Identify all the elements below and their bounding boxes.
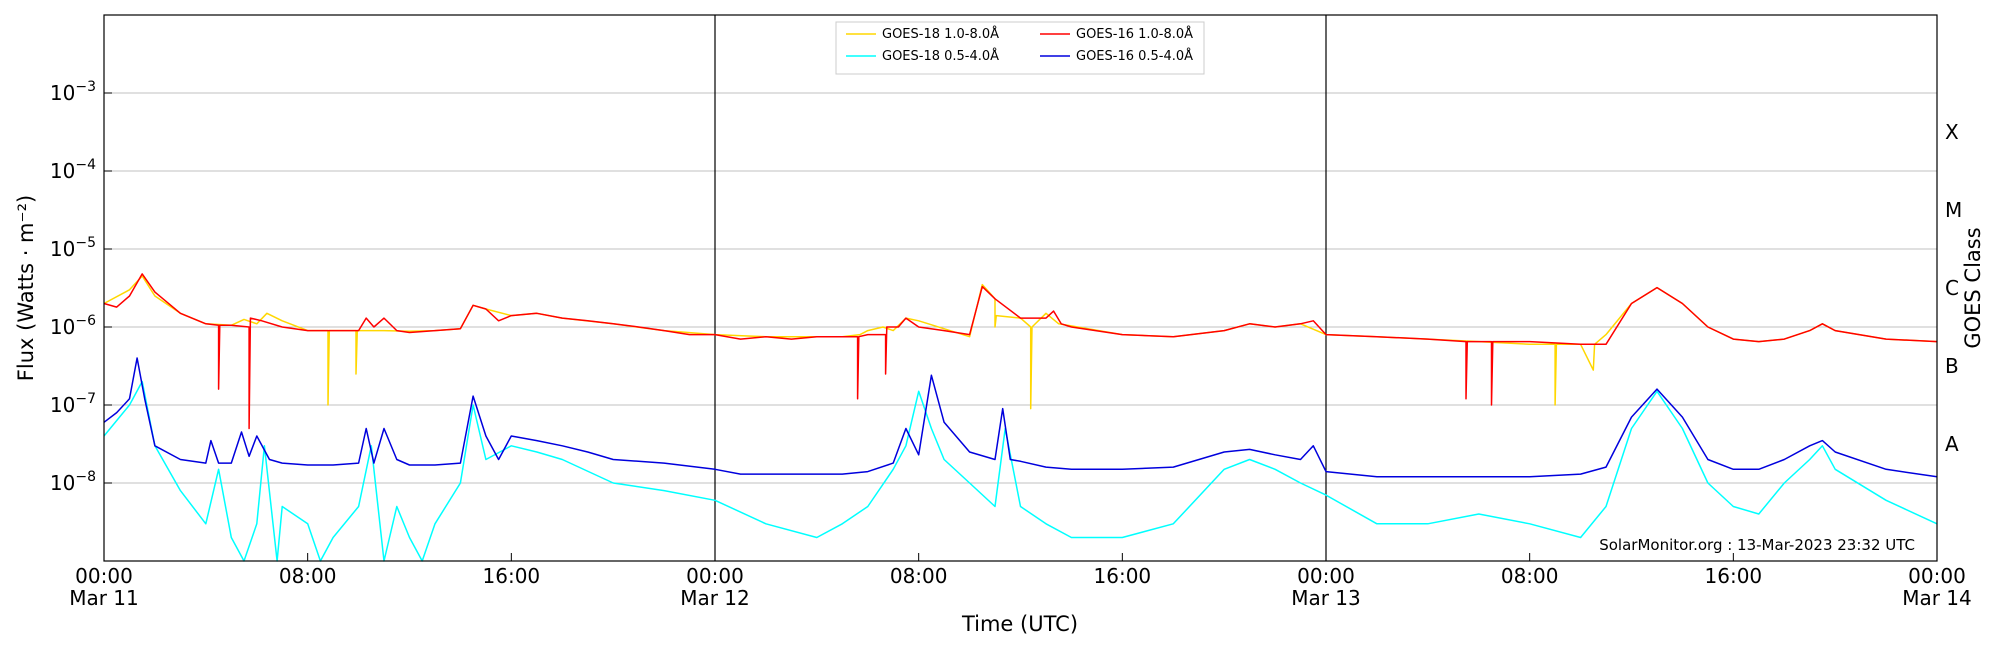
x-tick-label-time: 08:00 bbox=[1501, 564, 1559, 588]
x-tick-label-time: 00:00 bbox=[1908, 564, 1966, 588]
legend-label: GOES-18 1.0-8.0Å bbox=[882, 26, 999, 42]
goes-class-label: A bbox=[1945, 432, 1959, 456]
y-axis-ticks: 10−8 10−7 10−6 10−5 10−4 10−3 bbox=[50, 79, 112, 495]
y-tick-label: 10−5 bbox=[50, 235, 96, 261]
y-axis-title: Flux (Watts · m⁻²) bbox=[14, 195, 38, 381]
grid-lines bbox=[104, 92, 1937, 484]
x-tick-label-time: 00:00 bbox=[1297, 564, 1355, 588]
x-tick-label-time: 08:00 bbox=[890, 564, 948, 588]
series-line bbox=[103, 273, 1938, 430]
y-tick-label: 10−4 bbox=[50, 157, 96, 183]
legend-box bbox=[835, 21, 1205, 75]
y2-axis-title: GOES Class bbox=[1961, 227, 1985, 348]
x-tick-label-time: 16:00 bbox=[1705, 564, 1763, 588]
y-tick-label: 10−8 bbox=[50, 469, 96, 495]
x-tick-label-time: 16:00 bbox=[1094, 564, 1152, 588]
goes-class-label: X bbox=[1945, 120, 1959, 144]
x-axis-title: Time (UTC) bbox=[961, 612, 1078, 636]
x-tick-label-date: Mar 12 bbox=[680, 586, 750, 610]
goes-class-labels: A B C M X bbox=[1945, 120, 1962, 456]
x-tick-label-time: 00:00 bbox=[75, 564, 133, 588]
plot-frame bbox=[103, 14, 1938, 562]
goes-class-label: M bbox=[1945, 198, 1962, 222]
series-lines bbox=[103, 273, 1938, 562]
series-line bbox=[103, 357, 1938, 478]
x-tick-label-date: Mar 11 bbox=[69, 586, 139, 610]
y-tick-label: 10−3 bbox=[50, 79, 96, 105]
x-tick-label-time: 16:00 bbox=[483, 564, 541, 588]
watermark-text: SolarMonitor.org : 13-Mar-2023 23:32 UTC bbox=[1599, 536, 1915, 554]
series-line bbox=[103, 275, 1938, 410]
legend: GOES-18 1.0-8.0Å GOES-16 1.0-8.0Å GOES-18 … bbox=[835, 21, 1205, 75]
y-tick-label: 10−6 bbox=[50, 313, 96, 339]
x-tick-label-time: 00:00 bbox=[686, 564, 744, 588]
legend-label: GOES-16 0.5-4.0Å bbox=[1076, 48, 1193, 64]
x-tick-label-date: Mar 13 bbox=[1291, 586, 1361, 610]
legend-label: GOES-16 1.0-8.0Å bbox=[1076, 26, 1193, 42]
goes-class-label: B bbox=[1945, 354, 1959, 378]
series-line bbox=[103, 380, 1938, 562]
goes-class-label: C bbox=[1945, 276, 1959, 300]
x-tick-label-time: 08:00 bbox=[279, 564, 337, 588]
y-tick-label: 10−7 bbox=[50, 391, 96, 417]
x-tick-label-date: Mar 14 bbox=[1902, 586, 1972, 610]
legend-label: GOES-18 0.5-4.0Å bbox=[882, 48, 999, 64]
